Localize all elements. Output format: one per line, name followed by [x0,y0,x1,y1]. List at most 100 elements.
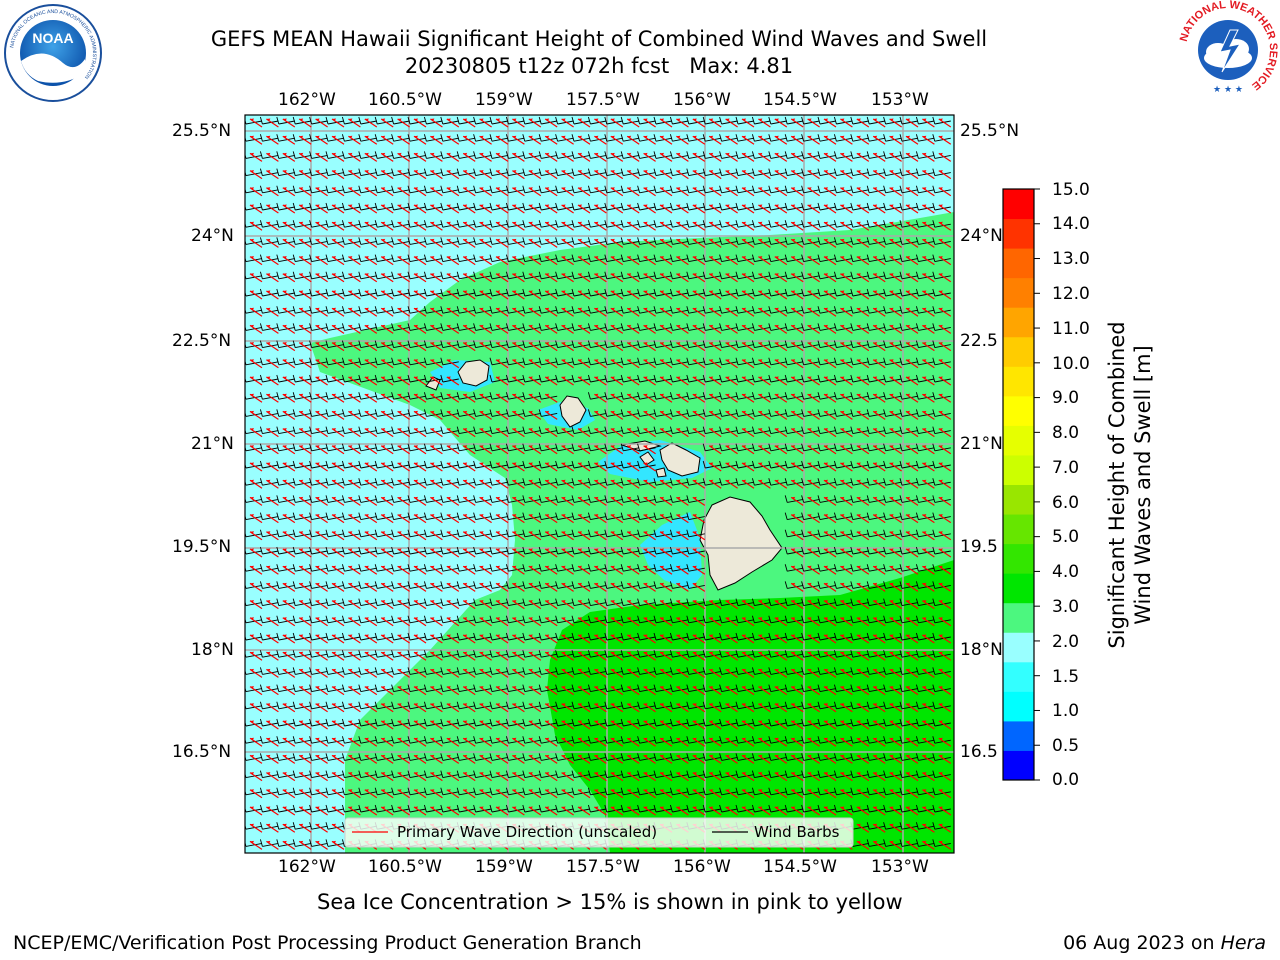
wind-barb [883,340,902,349]
island-maui [659,442,701,477]
wind-barb [538,340,558,349]
wind-barb [620,374,640,383]
wind-barb [653,134,673,142]
lon-label-bottom: 162°W [278,857,336,877]
wind-barb [309,202,328,211]
wind-barb [325,323,345,331]
wind-barb [456,288,476,297]
wind-barb [341,168,361,177]
wind-barb [489,254,509,263]
wind-barb [817,374,837,383]
wind-barb [620,237,640,245]
wind-barb [309,116,328,125]
wind-barb [309,134,328,142]
colorbar-segment [1003,248,1034,279]
wind-barb [932,306,951,314]
wind-barb [768,254,787,263]
wind-barb [587,254,607,263]
wind-barb [751,134,771,142]
wind-barb [391,357,410,366]
wind-barb [801,237,820,245]
wind-barb [751,340,771,349]
wind-barb [341,357,361,366]
wind-barb [669,306,689,314]
wind-barb [555,254,574,263]
wind-barb [505,220,525,228]
wind-barb [245,256,263,263]
wind-barb [473,168,492,177]
wind-barb [866,323,886,331]
wind-barb [768,237,787,245]
wind-barb [259,185,279,194]
wind-barb [473,323,492,331]
wind-barb [456,271,476,280]
wind-barb [784,357,804,366]
wind-barb [245,342,263,349]
wind-barb [915,220,935,228]
wind-barb [669,288,689,297]
wind-barb [423,254,443,263]
wind-barb [440,237,459,245]
wind-barb [407,202,427,211]
wind-barb [702,357,722,366]
colorbar-segment [1003,366,1034,397]
wind-barb [440,151,459,159]
wind-barb [407,220,427,228]
wind-barb [489,151,509,159]
wind-barb [555,288,574,297]
wind-barb [555,168,574,177]
wind-barb [620,306,640,314]
wind-barb [407,134,427,142]
wind-barb [325,116,345,125]
wind-barb [522,185,541,194]
wind-barb [489,288,509,297]
wind-barb [801,374,820,383]
wind-barb [555,134,574,142]
wind-barb [325,340,345,349]
colorbar-segment [1003,484,1034,515]
wind-barb [292,323,312,331]
wind-barb [245,273,263,280]
colorbar-tick: 14.0 [1052,214,1090,234]
wind-barb [341,220,361,228]
wind-barb [505,168,525,177]
wind-barb [456,220,476,228]
wind-barb [883,202,902,211]
wind-barb [719,237,738,245]
wind-barb [801,323,820,331]
colorbar-segment [1003,336,1034,367]
wind-barb [866,134,886,142]
colorbar-tick: 8.0 [1052,423,1080,443]
wind-barb [407,185,427,194]
sea-ice-note: Sea Ice Concentration > 15% is shown in … [317,890,903,914]
wind-barb [686,340,705,349]
wind-barb [686,306,705,314]
wind-barb [276,374,295,383]
noaa-logo: NOAA NATIONAL OCEANIC AND ATMOSPHERIC AD… [3,3,103,103]
wind-barb [440,185,459,194]
wind-barb [505,374,525,383]
wind-barb [571,323,591,331]
wind-barb [784,151,804,159]
wind-barb [669,134,689,142]
wind-barb [702,116,722,125]
lat-label-right: 25.5°N [960,121,1020,141]
wind-barb [833,357,853,366]
wind-barb [669,202,689,211]
wind-barb [669,254,689,263]
wind-barb [719,323,738,331]
wind-barb [833,168,853,177]
wind-barb [817,134,837,142]
wind-barb [932,134,951,142]
wind-barb [489,185,509,194]
wind-barb [653,237,673,245]
wind-barb [866,116,886,125]
wind-barb [686,220,705,228]
wind-barb [604,168,623,177]
wind-barb [915,271,935,280]
wind-barb [407,340,427,349]
wind-barb [719,168,738,177]
wind-barb [719,340,738,349]
wind-barb [489,168,509,177]
